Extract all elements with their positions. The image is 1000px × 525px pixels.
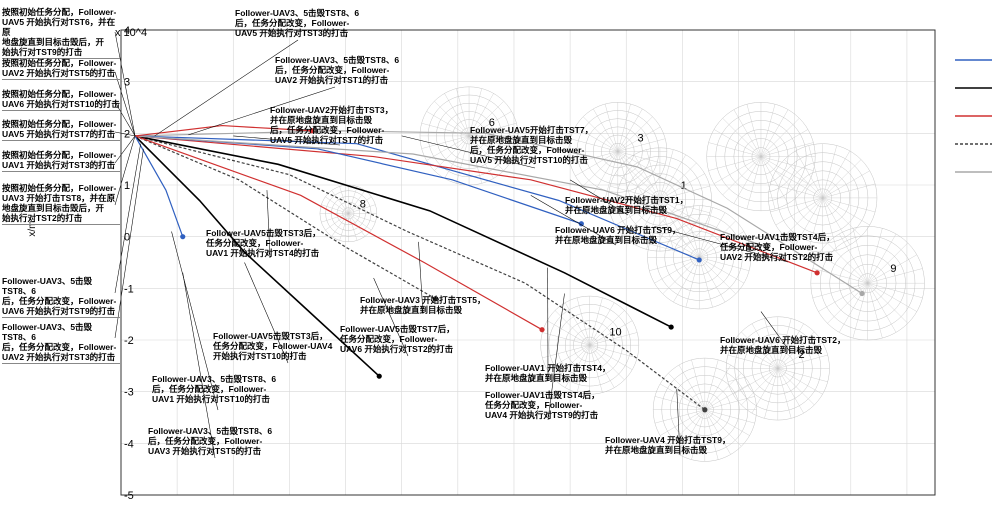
svg-text:-5: -5 [124, 490, 134, 502]
svg-text:-4: -4 [124, 438, 134, 450]
plot-annotation: Follower-UAV3、5击毁TST8、6 后，任务分配改变，Followe… [235, 8, 359, 38]
left-annotation: Follower-UAV3、5击毁TST8、6 后，任务分配改变，Followe… [2, 276, 120, 318]
plot-annotation: Follower-UAV6 开始打击TST9， 并在原地盘旋直到目标击毁 [555, 225, 680, 245]
plot-annotation: Follower-UAV2开始打击TST1， 并在原地盘旋直到目标击毁 [565, 195, 688, 215]
left-annotation: 按照初始任务分配，Follower- UAV1 开始执行对TST3的打击 [2, 150, 120, 172]
svg-text:3: 3 [637, 133, 643, 145]
plot-annotation: Follower-UAV4 开始打击TST9， 并在原地盘旋直到目标击毁 [605, 435, 730, 455]
plot-annotation: Follower-UAV3、5击毁TST8、6 后，任务分配改变，Followe… [148, 426, 272, 456]
plot-annotation: Follower-UAV5击毁TST3后， 任务分配改变，Follower- U… [206, 228, 321, 258]
plot-annotation: Follower-UAV1击毁TST4后， 任务分配改变，Follower- U… [720, 232, 835, 262]
left-annotation: 按照初始任务分配，Follower- UAV3 开始打击TST8，并在原 地盘旋… [2, 183, 120, 225]
plot-annotation: Follower-UAV3 开始打击TST5， 并在原地盘旋直到目标击毁 [360, 295, 485, 315]
plot-annotation: Follower-UAV5开始打击TST7， 并在原地盘旋直到目标击毁 后，任务… [470, 125, 593, 165]
plot-annotation: Follower-UAV2开始打击TST3， 并在原地盘旋直到目标击毁 后，任务… [270, 105, 393, 145]
left-annotation: Follower-UAV3、5击毁TST8、6 后，任务分配改变，Followe… [2, 322, 120, 364]
svg-text:0: 0 [124, 232, 130, 244]
svg-text:9: 9 [890, 263, 896, 275]
left-annotation: 按照初始任务分配，Follower- UAV6 开始执行对TST10的打击 [2, 89, 120, 111]
left-annotation: 按照初始任务分配，Follower- UAV5 开始执行对TST7的打击 [2, 119, 120, 141]
figure-container: 63192108-5-4-3-2-101234x 10^4x/m 按照初始任务分… [0, 0, 1000, 525]
plot-annotation: Follower-UAV3、5击毁TST8、6 后，任务分配改变，Followe… [152, 374, 276, 404]
plot-annotation: Follower-UAV5击毁TST7后， 任务分配改变，Follower- U… [340, 324, 455, 354]
left-annotation: 按照初始任务分配，Follower- UAV2 开始执行对TST5的打击 [2, 58, 120, 80]
plot-annotation: Follower-UAV1 开始打击TST4， 并在原地盘旋直到目标击毁 [485, 363, 610, 383]
svg-text:-1: -1 [124, 283, 134, 295]
plot-annotation: Follower-UAV5击毁TST3后， 任务分配改变，Follower-UA… [213, 331, 332, 361]
svg-text:1: 1 [681, 180, 687, 192]
plot-annotation: Follower-UAV3、5击毁TST8、6 后，任务分配改变，Followe… [275, 55, 399, 85]
plot-annotation: Follower-UAV1击毁TST4后， 任务分配改变，Follower- U… [485, 390, 600, 420]
svg-text:-2: -2 [124, 335, 134, 347]
svg-text:8: 8 [360, 199, 366, 211]
svg-text:2: 2 [124, 128, 130, 140]
svg-text:1: 1 [124, 180, 130, 192]
plot-annotation: Follower-UAV6 开始打击TST2， 并在原地盘旋直到目标击毁 [720, 335, 845, 355]
svg-text:3: 3 [124, 77, 130, 89]
svg-text:10: 10 [609, 326, 621, 338]
svg-text:-3: -3 [124, 387, 134, 399]
left-annotation: 按照初始任务分配，Follower- UAV5 开始执行对TST6，并在原 地盘… [2, 7, 120, 59]
